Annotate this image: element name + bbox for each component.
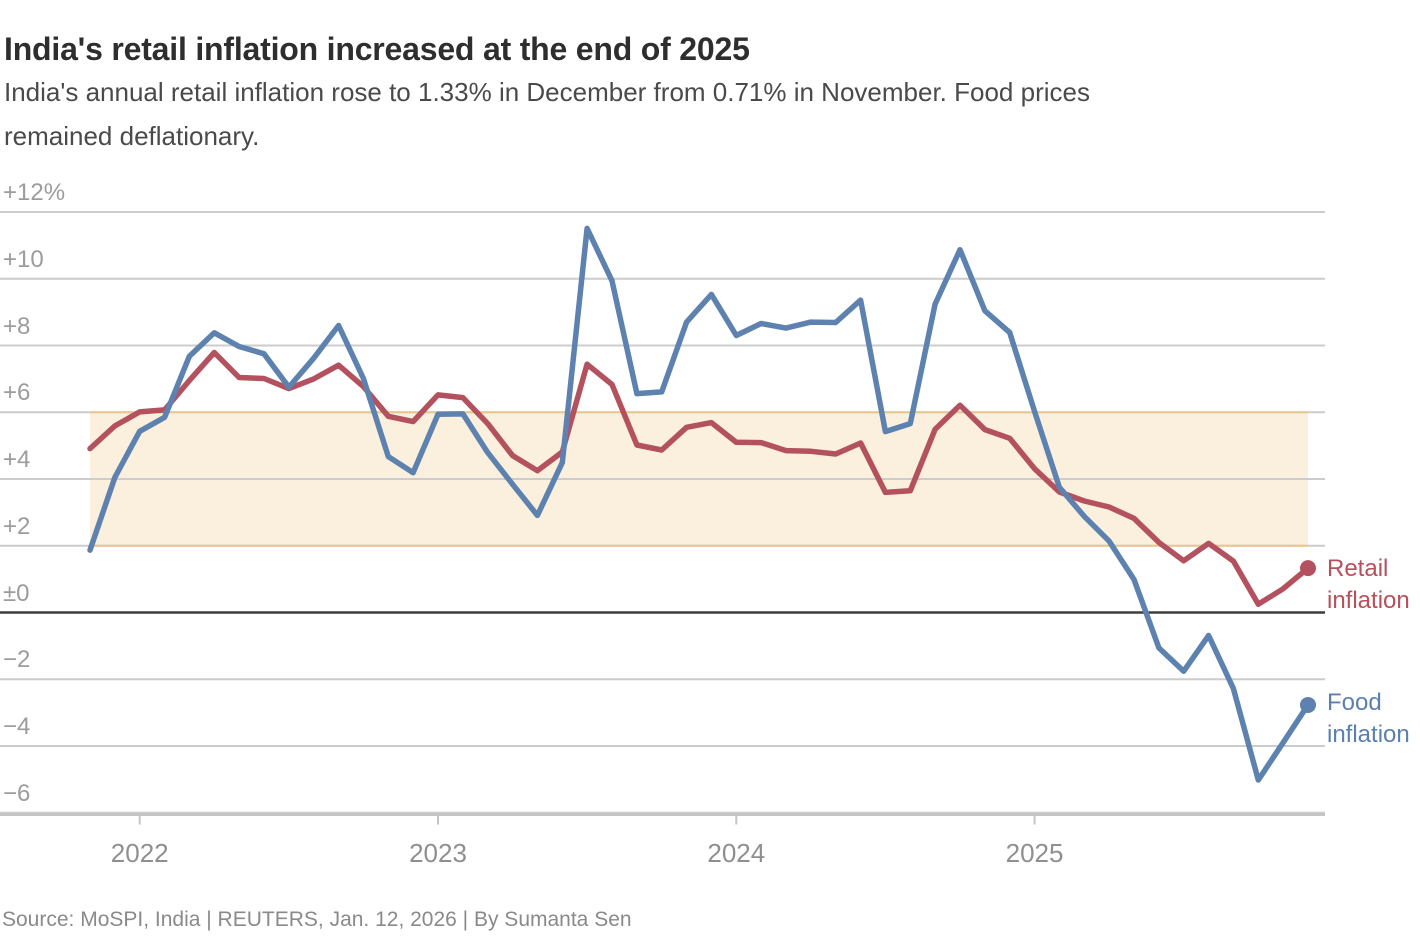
legend-food-inflation: Food inflation [1327,687,1410,751]
subtitle-line: remained deflationary. [4,121,260,151]
legend-retail-label-line-2: inflation [1327,587,1410,614]
source-note: Source: MoSPI, India | REUTERS, Jan. 12,… [2,908,632,931]
legend-food-label-line-2: inflation [1327,721,1410,748]
legend-food-label-line-1: Food [1327,689,1382,716]
page-subtitle: India's annual retail inflation rose to … [4,70,1394,158]
legend-retail-inflation: Retail inflation [1327,553,1410,617]
retail-inflation-line [87,349,1311,607]
page-title: India's retail inflation increased at th… [4,31,750,68]
subtitle-line: India's annual retail inflation rose to … [4,77,1090,107]
food-inflation-end-dot [1300,696,1316,713]
legend-retail-label-line-1: Retail [1327,555,1389,582]
food-inflation-line [87,225,1311,783]
retail-inflation-end-dot [1300,560,1316,577]
